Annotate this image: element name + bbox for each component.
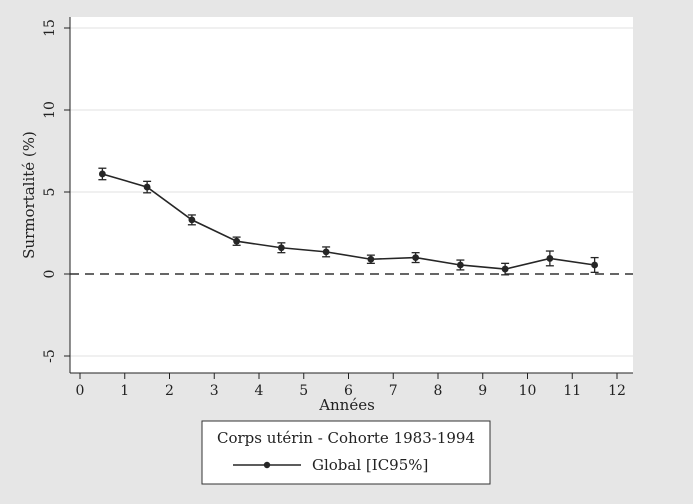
y-axis-ticks: -5 0 5 10 15 xyxy=(42,19,70,363)
y-axis-title: Surmortalité (%) xyxy=(20,131,38,259)
data-point-11 xyxy=(591,261,599,269)
grid xyxy=(70,27,633,357)
x-tick-label-9: 9 xyxy=(478,383,487,399)
x-tick-label-8: 8 xyxy=(434,383,443,399)
y-tick-label-5: 5 xyxy=(42,188,58,197)
data-point-0 xyxy=(98,170,106,178)
x-tick-label-12: 12 xyxy=(608,383,626,399)
legend-series-label: Global [IC95%] xyxy=(312,456,428,474)
data-point-3 xyxy=(233,237,241,245)
x-tick-label-1: 1 xyxy=(120,383,129,399)
x-tick-label-0: 0 xyxy=(76,383,85,399)
x-axis-ticks: 0 1 2 3 4 5 6 7 8 9 10 11 12 xyxy=(76,373,626,399)
x-tick-label-11: 11 xyxy=(563,383,581,399)
legend: Corps utérin - Cohorte 1983-1994 Global … xyxy=(201,420,491,485)
data-point-8 xyxy=(456,261,464,269)
x-tick-label-5: 5 xyxy=(299,383,308,399)
data-point-6 xyxy=(367,255,375,263)
x-axis-title: Années xyxy=(318,396,375,414)
y-tick-label-10: 10 xyxy=(42,101,58,119)
data-point-9 xyxy=(501,265,509,273)
series-line xyxy=(102,173,595,270)
x-tick-label-2: 2 xyxy=(165,383,174,399)
data-point-5 xyxy=(322,248,330,256)
x-tick-label-6: 6 xyxy=(344,383,353,399)
axes xyxy=(69,17,633,374)
x-tick-label-3: 3 xyxy=(210,383,219,399)
y-tick-label--5: -5 xyxy=(42,349,58,363)
data-point-10 xyxy=(546,255,554,262)
data-point-1 xyxy=(143,183,151,191)
series-global xyxy=(98,167,599,276)
plot-area xyxy=(70,17,633,373)
legend-title: Corps utérin - Cohorte 1983-1994 xyxy=(217,429,475,447)
y-tick-label-15: 15 xyxy=(42,19,58,37)
legend-box xyxy=(201,420,491,485)
x-tick-label-4: 4 xyxy=(255,383,264,399)
y-tick-label-0: 0 xyxy=(42,270,58,279)
legend-marker-swatch xyxy=(263,461,271,469)
data-point-2 xyxy=(188,216,196,224)
data-point-7 xyxy=(412,254,420,261)
x-tick-label-10: 10 xyxy=(519,383,537,399)
x-tick-label-7: 7 xyxy=(389,383,398,399)
data-point-4 xyxy=(277,244,285,252)
